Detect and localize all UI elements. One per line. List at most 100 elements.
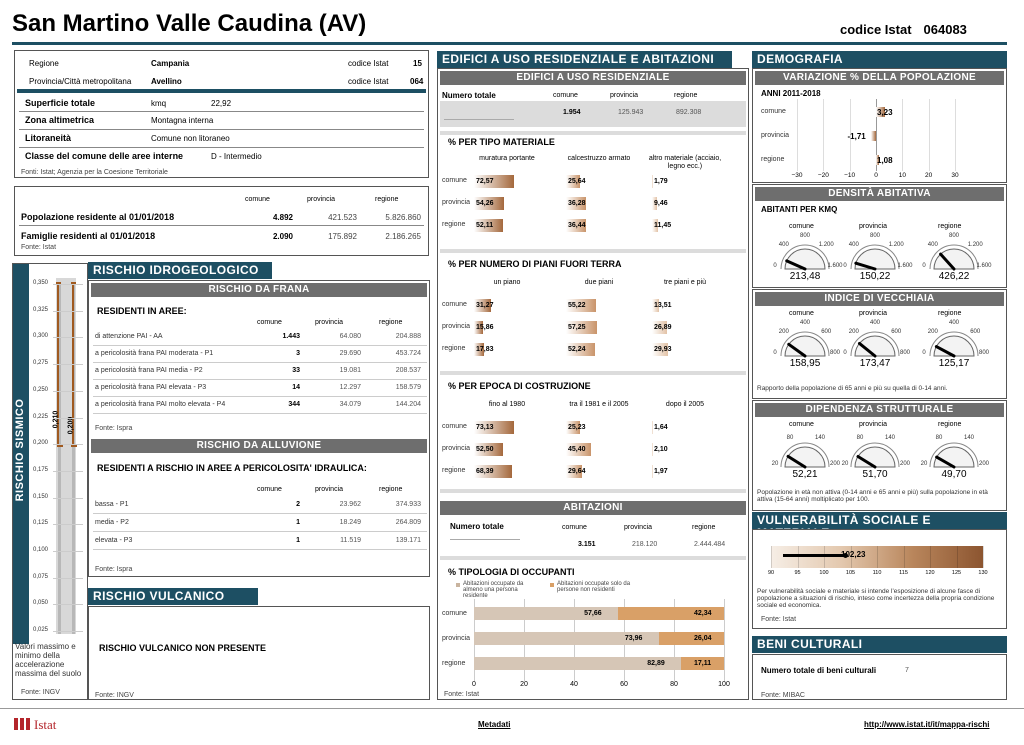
mappa-rischi-link[interactable]: http://www.istat.it/it/mappa-rischi [864, 720, 990, 729]
gauge-scale: 1.200 [818, 241, 834, 248]
gauge-value: 51,70 [862, 469, 888, 480]
bar [566, 219, 587, 232]
gridline [956, 546, 958, 568]
gridline [849, 99, 851, 171]
seismic-tick: 0,325 [33, 306, 49, 313]
demography-header: DEMOGRAFIA [752, 51, 1007, 68]
gridline [53, 444, 83, 446]
bar-value: 55,22 [568, 302, 586, 309]
bar [474, 219, 503, 232]
seismic-tick: 0,075 [33, 573, 49, 580]
bar [652, 443, 654, 456]
info-box: Regione Campania codice Istat 15 Provinc… [14, 50, 429, 178]
bar-value: 1,64 [654, 424, 668, 431]
page-title: San Martino Valle Caudina (AV) [12, 10, 367, 37]
gauge-scale: 200 [899, 461, 910, 467]
gauge-header: comune [789, 223, 814, 230]
gauge-header: provincia [859, 421, 888, 428]
row-label: comune [442, 301, 467, 308]
metadata-link[interactable]: Metadati [478, 720, 511, 729]
gauge-scale: 800 [829, 350, 840, 356]
gauge-value: 49,70 [941, 469, 967, 480]
axis-tick: 80 [670, 681, 678, 688]
bar-value: 73,96 [624, 635, 643, 642]
gauge-scale: 600 [821, 328, 832, 335]
row-label: provincia [442, 445, 471, 452]
axis-tick: 125 [951, 570, 962, 576]
gauge-scale: 0 [843, 263, 847, 269]
row-label: comune [442, 177, 467, 184]
seismic-tick: 0,175 [33, 466, 49, 473]
row-label: provincia [442, 323, 471, 330]
vulnerability-panel: 102,23 Per vulnerabilità sociale e mater… [752, 529, 1007, 629]
gauge-scale: 0 [843, 350, 847, 356]
gauge-dial [850, 244, 900, 271]
gridline [824, 546, 825, 568]
zero-line [876, 99, 877, 171]
axis-tick: 30 [951, 172, 959, 179]
table-row-label: elevata - P3 [95, 537, 133, 544]
table-cell: 64.080 [339, 333, 361, 340]
bar [474, 197, 504, 210]
buildings-header: EDIFICI A USO RESIDENZIALE E ABITAZIONI [437, 51, 732, 68]
bar-value: 13,51 [654, 302, 672, 309]
gridline [53, 497, 83, 499]
gridline [903, 546, 905, 568]
axis-tick: 10 [898, 172, 906, 179]
bar-value: 2,10 [654, 446, 668, 453]
table-cell: 344 [288, 401, 300, 408]
bar [474, 632, 659, 645]
gauge-scale: 80 [935, 435, 943, 442]
table-cell: 453.724 [395, 350, 421, 357]
bar [566, 175, 581, 188]
axis-tick: −10 [844, 172, 856, 179]
table-cell: 264.809 [395, 519, 421, 526]
seismic-tick: 0,275 [33, 360, 49, 367]
bar-value: 1,79 [654, 178, 668, 185]
axis-tick: 0 [472, 681, 476, 688]
table-cell: 144.204 [395, 401, 421, 408]
gauge-dial [780, 331, 830, 358]
bar-value: 26,89 [654, 324, 672, 331]
gauge-scale: 80 [786, 435, 794, 442]
gauge-header: comune [789, 310, 814, 317]
gauge-dial [929, 331, 979, 358]
gauge-scale: 800 [948, 233, 959, 239]
vulnerability-header: VULNERABILITÀ SOCIALE E MATERIALE [752, 512, 1007, 540]
bar-value: 26,04 [694, 635, 712, 642]
gauge-scale: 600 [970, 328, 981, 335]
bar [566, 197, 586, 210]
gauge-dial [850, 331, 900, 358]
bar-value: 17,11 [694, 660, 712, 667]
row-label: regione [442, 467, 466, 474]
gauge-scale: 400 [799, 320, 810, 326]
seismic-tick: 0,350 [33, 280, 49, 286]
axis-tick: 40 [570, 681, 578, 688]
row-label: provincia [442, 635, 471, 642]
table-cell: 12.297 [339, 384, 361, 391]
gauge-scale: 1.600 [827, 263, 843, 269]
gridline [928, 99, 930, 171]
aging-panel: INDICE DI VECCHIAIA comune 0 200 400 600 800 1… [752, 289, 1007, 399]
table-row-label: a pericolosità frana PAI moderata - P1 [95, 350, 214, 357]
gridline [53, 604, 83, 606]
axis-tick: −30 [791, 172, 803, 179]
table-cell: 14 [292, 384, 300, 391]
bar [474, 299, 492, 312]
gauge-header: comune [789, 421, 814, 428]
volcanic-header: RISCHIO VULCANICO [88, 588, 258, 605]
table-cell: 33 [292, 367, 300, 374]
bar-value: 72,57 [476, 178, 494, 185]
row-label: comune [442, 423, 467, 430]
bar-value: 9,46 [654, 200, 668, 207]
gauge-scale: 800 [799, 233, 810, 239]
gauge-header: provincia [859, 223, 888, 230]
bar-value: 1,08 [877, 156, 893, 165]
row-label: comune [761, 108, 786, 115]
table-cell: 208.537 [395, 367, 421, 374]
gauge-value: 158,95 [789, 358, 821, 369]
table-cell: 2 [296, 501, 300, 508]
seismic-tick: 0,300 [33, 333, 49, 340]
gauge-value: 173,47 [859, 358, 891, 369]
bar [566, 443, 591, 456]
